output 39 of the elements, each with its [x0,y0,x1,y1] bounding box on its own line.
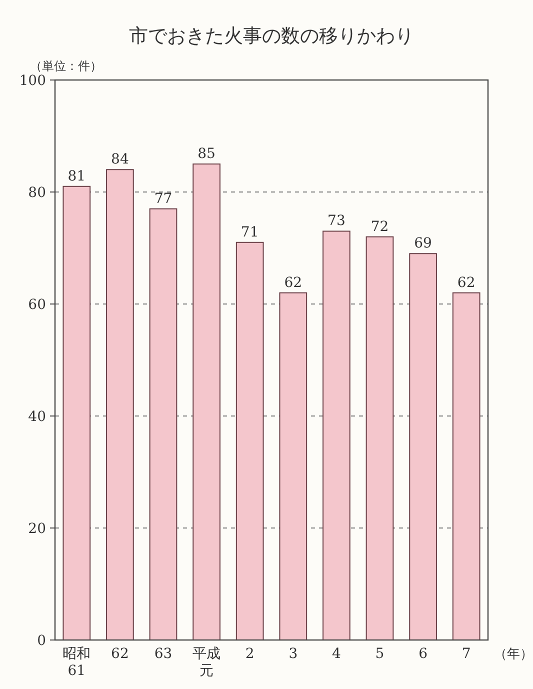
x-axis-title: （年） [494,647,533,662]
x-tick-label: 6 [418,646,428,662]
bar [192,164,220,640]
y-tick-label: 60 [28,297,46,313]
x-tick-label: 63 [154,646,172,662]
y-tick-label: 80 [28,185,46,201]
bar [149,208,178,640]
x-tick-label: 3 [288,646,298,662]
y-tick-label: 20 [28,521,46,537]
x-tick-label: 2 [245,646,254,662]
bar [236,242,264,640]
data-label: 71 [240,224,259,240]
data-label: 72 [370,218,389,235]
x-tick-label: 62 [111,646,129,662]
y-axis-title: （単位：件） [30,59,102,73]
chart-title: 市でおきた火事の数の移りかわり [129,25,414,47]
bar [322,230,350,640]
bar [62,186,91,640]
y-tick-label: 0 [37,633,46,649]
bar [452,292,480,640]
bar [279,292,308,640]
bar [366,236,394,640]
bar [106,169,134,640]
y-tick-label: 100 [19,73,46,89]
data-label: 84 [111,152,129,168]
bar [409,253,437,640]
x-tick-label: 平成元 [192,646,221,679]
data-label: 77 [154,190,172,207]
data-label: 69 [414,236,432,252]
x-tick-label: 7 [462,646,471,662]
data-label: 81 [68,168,86,184]
data-label: 62 [457,274,476,291]
x-tick-label: 4 [332,646,341,662]
data-label: 62 [284,274,302,291]
y-tick-label: 40 [28,409,46,425]
x-tick-label: 5 [375,646,384,662]
data-label: 73 [328,213,346,230]
data-label: 85 [198,146,216,162]
x-tick-label: 昭和61 [62,646,91,679]
